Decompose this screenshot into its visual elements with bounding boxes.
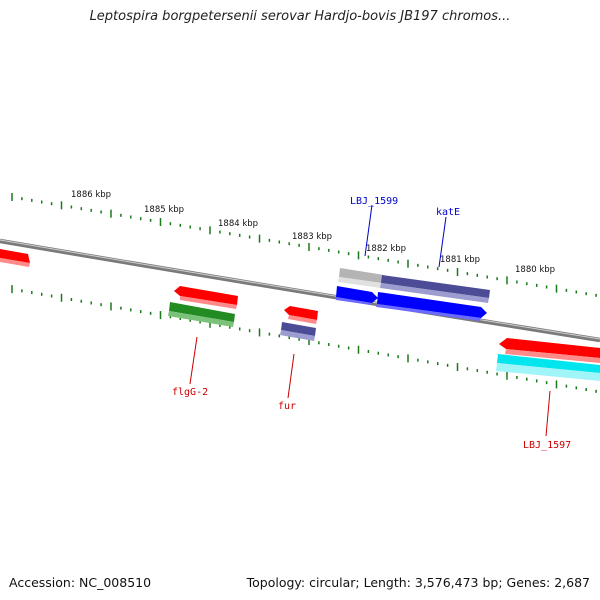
gene-feature[interactable]	[499, 338, 600, 363]
label-leader-line	[287, 353, 295, 399]
chromosome-backbone	[0, 238, 600, 343]
label-leader-line	[545, 390, 551, 437]
scale-label: 1880 kbp	[515, 265, 555, 275]
outer-scale-ticks	[11, 193, 597, 297]
gene-label[interactable]: LBJ_1597	[523, 440, 571, 451]
label-leader-line	[438, 216, 447, 268]
gene-feature[interactable]	[284, 306, 318, 324]
inner-scale-ticks	[11, 285, 597, 393]
scale-label: 1881 kbp	[440, 255, 480, 265]
label-leader-line	[364, 204, 373, 257]
gene-feature[interactable]	[168, 302, 235, 327]
gene-feature[interactable]	[496, 354, 600, 381]
gene-label[interactable]: LBJ_1599	[350, 196, 398, 207]
scale-label: 1883 kbp	[292, 232, 332, 242]
scale-label: 1884 kbp	[218, 219, 258, 229]
scale-label: 1882 kbp	[366, 244, 406, 254]
scale-label: 1885 kbp	[144, 205, 184, 215]
gene-label[interactable]: katE	[436, 207, 460, 218]
scale-label: 1886 kbp	[71, 190, 111, 200]
gene-feature[interactable]	[174, 286, 238, 309]
genome-summary-text: Topology: circular; Length: 3,576,473 bp…	[246, 575, 590, 590]
accession-text: Accession: NC_008510	[9, 575, 152, 590]
gene-feature[interactable]	[336, 286, 378, 305]
gene-feature[interactable]	[280, 322, 316, 341]
gene-feature[interactable]	[338, 268, 384, 288]
map-title: Leptospira borgpetersenii serovar Hardjo…	[89, 9, 511, 24]
gene-feature[interactable]	[0, 249, 30, 267]
gene-label[interactable]: fur	[278, 401, 296, 412]
gene-label[interactable]: flgG-2	[172, 387, 208, 398]
gene-feature[interactable]	[376, 292, 487, 321]
gene-feature[interactable]	[380, 275, 490, 303]
label-leader-line	[189, 336, 198, 385]
